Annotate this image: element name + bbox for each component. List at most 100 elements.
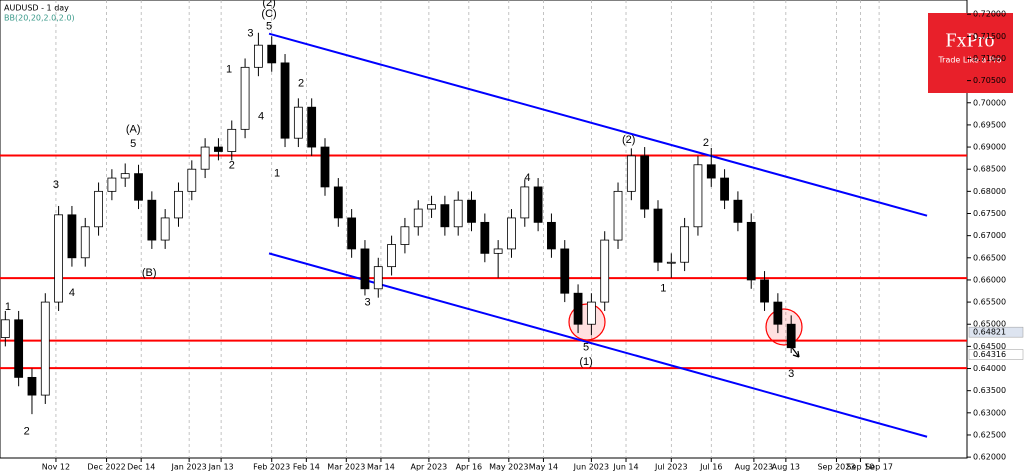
x-tick-label: Apr 2023: [411, 463, 448, 472]
x-tick-label: Dec 2022: [87, 463, 125, 472]
candle-body: [134, 173, 143, 201]
candle-body: [573, 292, 583, 325]
y-tick-label: 0.72000: [973, 10, 1006, 19]
candle-body: [200, 146, 210, 170]
wave-label: 4: [524, 172, 530, 184]
candle-body: [174, 190, 183, 219]
candle-body: [467, 199, 476, 223]
candle-body: [333, 186, 343, 219]
candle-body: [613, 190, 623, 241]
candle-body: [720, 177, 729, 201]
y-tick-label: 0.65000: [973, 320, 1006, 329]
candle-body: [187, 168, 197, 192]
candle-body: [54, 214, 64, 303]
y-tick-label: 0.64000: [973, 364, 1006, 373]
candle-body: [147, 199, 157, 241]
y-tick-label: 0.67000: [973, 231, 1006, 240]
candle-body: [653, 208, 663, 263]
wave-label: 1: [274, 168, 280, 180]
wave-label: 1: [226, 63, 232, 75]
logo: FxPro Trade Like a Pro: [928, 13, 1013, 93]
x-tick-label: Mar 14: [367, 463, 395, 472]
candle-body: [360, 248, 370, 290]
candle-body: [733, 199, 743, 223]
wave-label: 3: [53, 179, 59, 191]
y-tick-label: 0.63000: [973, 408, 1006, 417]
y-tick-label: 0.71500: [973, 32, 1006, 41]
candle-body: [107, 177, 117, 192]
y-tick-label: 0.66000: [973, 275, 1006, 284]
x-tick-label: Mar 2023: [327, 463, 365, 472]
wave-label: 5: [266, 20, 272, 32]
candle-body: [480, 221, 490, 254]
wave-label: (A): [126, 124, 141, 136]
x-tick-label: Jun 2023: [573, 463, 609, 472]
candle-body: [786, 323, 796, 349]
candle-body: [253, 44, 263, 68]
wave-label: (1): [579, 356, 592, 368]
x-tick-label: Jan 2023: [171, 463, 207, 472]
candle-body: [320, 146, 330, 188]
candle-body: [387, 244, 396, 268]
wave-label: 3: [365, 296, 371, 308]
wave-label: 2: [24, 425, 30, 437]
x-tick-label: Jan 13: [208, 463, 234, 472]
price-tag-label: 0.64316: [973, 350, 1006, 359]
candle-body: [267, 44, 277, 64]
candle-body: [427, 204, 436, 210]
x-tick-label: Aug 2023: [735, 463, 774, 472]
wave-label: 5: [130, 138, 136, 150]
wave-label: (B): [142, 267, 157, 279]
candle-body: [160, 217, 170, 241]
wave-label: 1: [5, 301, 11, 313]
y-tick-label: 0.69500: [973, 120, 1006, 129]
y-tick-label: 0.62000: [973, 453, 1006, 462]
price-tag: [968, 349, 1024, 360]
x-tick-label: Jul 2023: [654, 463, 688, 472]
wave-label: 4: [69, 287, 75, 299]
y-tick-label: 0.62500: [973, 430, 1006, 439]
candle-body: [746, 221, 756, 281]
x-tick-label: May 14: [529, 463, 558, 472]
y-tick-label: 0.65500: [973, 298, 1006, 307]
x-tick-label: May 2023: [489, 463, 528, 472]
chart-title: AUDUSD - 1 day: [4, 4, 69, 13]
candle-body: [507, 217, 516, 250]
channel-line: [268, 32, 928, 217]
candle-body: [67, 214, 77, 259]
x-tick-label: Sep 17: [865, 463, 893, 472]
candle-body: [0, 319, 10, 338]
x-tick-label: Sep 2023: [817, 463, 855, 472]
indicator-label: BB(20,20,2.0,2.0): [4, 14, 75, 23]
wave-label: 1: [660, 282, 666, 294]
candle-body: [400, 226, 410, 245]
candle-body: [293, 106, 303, 139]
wave-label: 5: [583, 342, 589, 354]
y-tick-label: 0.71000: [973, 54, 1006, 63]
y-tick-label: 0.68000: [973, 187, 1006, 196]
candle-body: [453, 199, 463, 228]
x-tick-label: Dec 14: [127, 463, 155, 472]
x-tick-label: Feb 14: [293, 463, 320, 472]
candle-body: [80, 226, 90, 259]
candle-body: [40, 301, 50, 396]
wave-label: 2: [703, 137, 709, 149]
candle-body: [280, 62, 290, 139]
x-tick-label: Jun 14: [612, 463, 638, 472]
candle-body: [94, 190, 103, 228]
x-tick-label: Aug 13: [772, 463, 800, 472]
candle-body: [773, 301, 783, 325]
price-tag: [968, 326, 1024, 338]
logo-box: [928, 13, 1013, 93]
x-tick-label: Feb 2023: [253, 463, 290, 472]
candle-body: [586, 301, 596, 325]
y-tick-label: 0.63500: [973, 386, 1006, 395]
y-tick-label: 0.68500: [973, 165, 1006, 174]
candle-body: [27, 376, 37, 396]
y-tick-label: 0.64500: [973, 342, 1006, 351]
price-tag-label: 0.64821: [973, 328, 1006, 337]
y-tick-label: 0.70500: [973, 76, 1006, 85]
candle-body: [693, 164, 703, 228]
candle-body: [560, 248, 570, 294]
logo-tagline: Trade Like a Pro: [937, 56, 1001, 65]
